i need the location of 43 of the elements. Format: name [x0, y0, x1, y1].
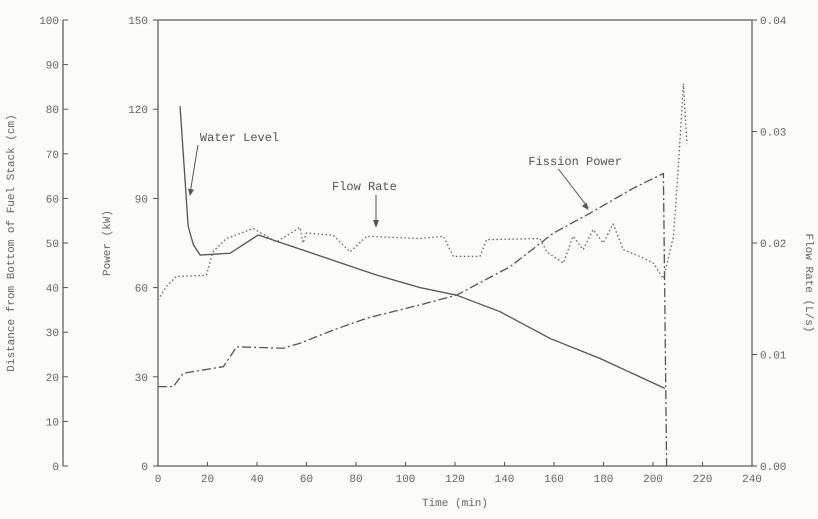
y-tick-label: 0	[141, 462, 148, 474]
x-tick-label: 200	[643, 474, 663, 486]
x-tick-label: 180	[594, 474, 614, 486]
x-tick-label: 40	[250, 474, 264, 486]
x-tick-label: 80	[349, 474, 363, 486]
annotation: Fission Power	[528, 154, 622, 169]
y-tick-label: 60	[134, 284, 148, 296]
y3-axis-title: Distance from Bottom of Fuel Stack (cm)	[6, 114, 18, 372]
y3-tick-label: 100	[39, 16, 59, 28]
y3-tick-label: 30	[46, 328, 59, 340]
y-axis-title: Power (kW)	[102, 210, 114, 276]
y3-tick-label: 50	[46, 239, 59, 251]
y3-tick-label: 10	[46, 417, 59, 430]
x-tick-label: 220	[692, 474, 712, 486]
x-tick-label: 240	[742, 474, 762, 486]
x-tick-label: 120	[445, 474, 465, 486]
y2-tick-label: 0.00	[760, 462, 786, 474]
y3-tick-label: 80	[46, 105, 59, 118]
line-series	[157, 82, 688, 301]
y2-axis-title: Flow Rate (L/s)	[802, 233, 814, 333]
y3-tick-label: 20	[46, 372, 59, 385]
y2-tick-label: 0.01	[760, 350, 787, 362]
y-tick-label: 90	[134, 194, 148, 206]
y-tick-label: 30	[134, 372, 148, 385]
y-tick-label: 120	[128, 105, 148, 118]
x-tick-label: 20	[200, 474, 214, 486]
y2-tick-label: 0.03	[760, 128, 786, 140]
y3-tick-label: 90	[46, 60, 59, 73]
x-tick-label: 140	[494, 474, 514, 486]
x-tick-label: 60	[300, 474, 314, 486]
x-tick-label: 100	[396, 474, 416, 486]
y3-tick-label: 70	[46, 150, 59, 162]
x-axis-title: Time (min)	[422, 498, 488, 510]
y-tick-label: 150	[128, 16, 148, 28]
annotation: Water Level	[200, 131, 280, 146]
y3-tick-label: 40	[46, 284, 59, 296]
annotation: Flow Rate	[332, 180, 397, 194]
y3-tick-label: 0	[52, 462, 59, 474]
x-tick-label: 0	[154, 474, 162, 486]
x-tick-label: 160	[544, 474, 564, 486]
y2-tick-label: 0.04	[760, 16, 787, 28]
y2-tick-label: 0.02	[760, 239, 786, 251]
y3-tick-label: 60	[46, 194, 59, 206]
